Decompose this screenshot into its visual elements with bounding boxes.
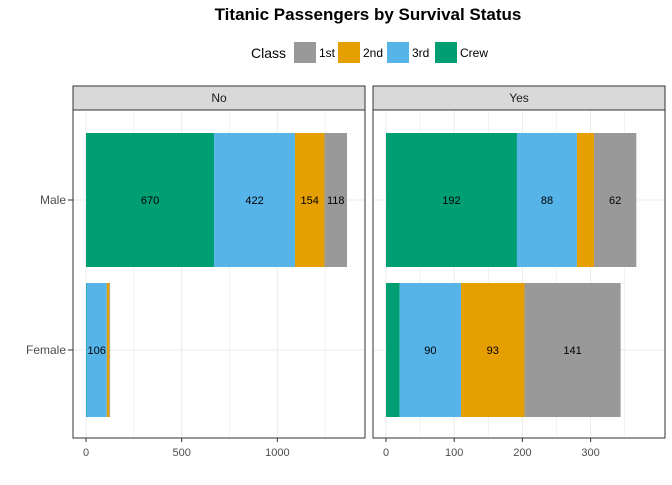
x-tick-label: 1000 [265, 447, 289, 459]
x-tick-label: 0 [383, 447, 389, 459]
data-label-no-male-2nd: 154 [301, 195, 319, 207]
bar-no-female-2nd [106, 283, 110, 417]
bar-yes-female-2nd [461, 283, 525, 417]
strip-label-no: No [211, 91, 227, 105]
data-label-yes-male-crew: 192 [442, 195, 460, 207]
legend-key-1st [294, 42, 316, 63]
bar-no-male-3rd [214, 133, 295, 267]
bar-yes-female-1st [524, 283, 621, 417]
bar-yes-male-2nd [576, 133, 595, 267]
y-axis: Male Female [26, 193, 73, 357]
data-label-yes-female-2nd: 93 [487, 345, 499, 357]
bar-yes-male-crew [386, 133, 517, 267]
legend-label-1st: 1st [319, 46, 336, 60]
chart-title: Titanic Passengers by Survival Status [215, 5, 522, 24]
panel-yes: Yes 192 88 62 90 93 141 0 100 200 300 [372, 85, 666, 459]
legend-key-crew [435, 42, 457, 63]
panel-border-yes [372, 109, 666, 439]
data-label-yes-male-3rd: 88 [541, 195, 553, 207]
x-tick-label: 300 [581, 447, 599, 459]
x-tick-label: 200 [513, 447, 531, 459]
y-tick-label-male: Male [40, 193, 66, 207]
bar-no-male-1st [324, 133, 348, 267]
data-label-yes-male-1st: 62 [609, 195, 621, 207]
strip-no [72, 85, 366, 111]
legend-label-crew: Crew [460, 46, 488, 60]
x-tick-label: 100 [445, 447, 463, 459]
strip-label-yes: Yes [509, 91, 529, 105]
legend-key-3rd [387, 42, 409, 63]
panel-border-no [72, 109, 366, 439]
y-tick-label-female: Female [26, 343, 66, 357]
bar-no-male-2nd [294, 133, 325, 267]
data-label-yes-female-1st: 141 [563, 345, 581, 357]
data-label-no-male-1st: 118 [327, 195, 345, 207]
bar-no-male-crew [86, 133, 215, 267]
legend-label-2nd: 2nd [363, 46, 383, 60]
bar-no-female-crew [86, 283, 87, 417]
legend-label-3rd: 3rd [412, 46, 429, 60]
x-tick-label: 0 [83, 447, 89, 459]
data-label-yes-female-3rd: 90 [424, 345, 436, 357]
legend-key-2nd [338, 42, 360, 63]
data-label-no-male-crew: 670 [141, 195, 159, 207]
bar-yes-female-3rd [399, 283, 462, 417]
bar-no-female-1st [109, 283, 111, 417]
x-tick-label: 500 [173, 447, 191, 459]
bar-yes-male-3rd [516, 133, 577, 267]
strip-yes [372, 85, 666, 111]
legend-title: Class [251, 45, 286, 61]
bar-yes-female-crew [386, 283, 400, 417]
bar-no-female-3rd [86, 283, 107, 417]
legend: Class 1st 2nd 3rd Crew [251, 42, 488, 63]
data-label-no-male-3rd: 422 [245, 195, 263, 207]
panel-no: No 670 422 154 118 106 0 500 1000 [72, 85, 366, 459]
bar-yes-male-1st [594, 133, 637, 267]
data-label-no-female-3rd: 106 [88, 345, 106, 357]
